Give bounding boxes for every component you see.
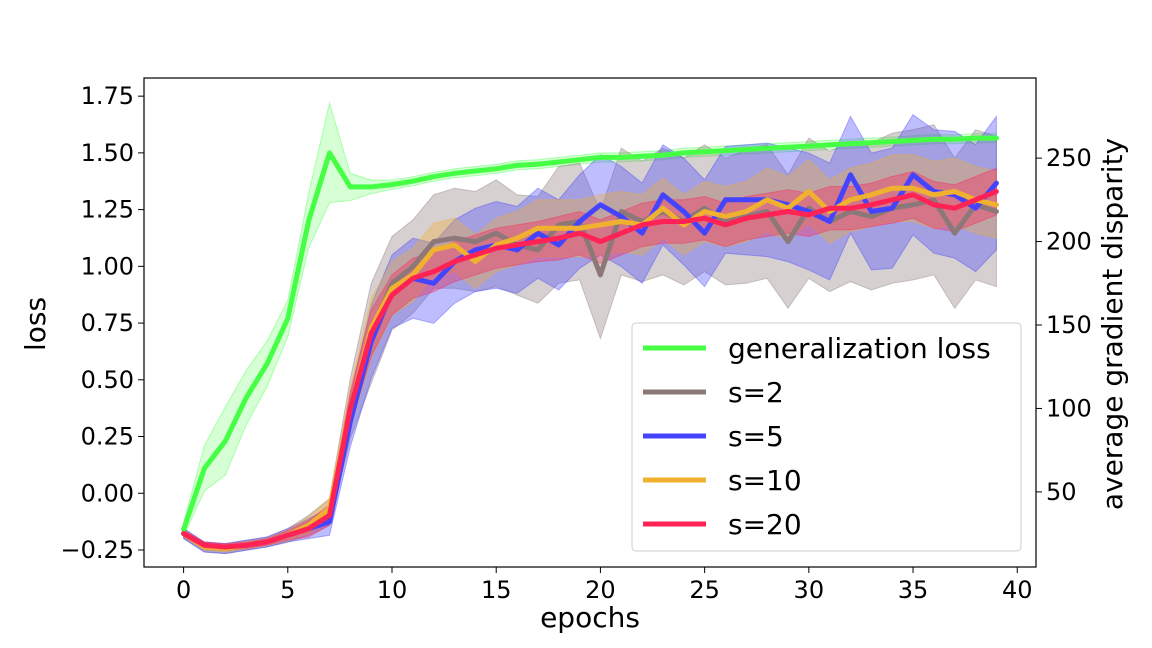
x-tick-label: 15 xyxy=(481,576,512,604)
x-tick-label: 10 xyxy=(377,576,408,604)
x-axis-label: epochs xyxy=(540,601,640,634)
left-y-tick-label: 1.00 xyxy=(81,252,134,280)
left-y-tick-label: 1.75 xyxy=(81,82,134,110)
band-generalization-loss xyxy=(183,101,997,537)
left-y-tick-label: 0.50 xyxy=(81,366,134,394)
right-y-tick-label: 50 xyxy=(1046,478,1077,506)
left-y-tick-label: 1.25 xyxy=(81,196,134,224)
legend-label: s=2 xyxy=(728,376,784,409)
series-lines xyxy=(181,135,999,552)
x-tick-label: 25 xyxy=(689,576,720,604)
plot-frame xyxy=(143,77,1037,568)
right-y-tick-label: 200 xyxy=(1046,228,1092,256)
line-s-10 xyxy=(181,185,999,552)
legend-label: s=20 xyxy=(728,508,802,541)
band-s-5 xyxy=(183,113,997,555)
x-tick-label: 30 xyxy=(794,576,825,604)
legend: generalization loss s=2 s=5 s=10 s=20 xyxy=(631,322,1022,552)
left-y-tick-label: 0.00 xyxy=(81,479,134,507)
left-y-axis-label: loss xyxy=(19,297,52,351)
legend-items: generalization loss s=2 s=5 s=10 s=20 xyxy=(643,332,991,541)
legend-box xyxy=(631,322,1022,552)
x-tick-label: 35 xyxy=(898,576,929,604)
left-y-axis-ticks: −0.25 0.00 0.25 0.50 0.75 1.00 1.25 1.50 1.75 xyxy=(60,82,144,564)
legend-label: s=10 xyxy=(728,464,802,497)
x-axis-ticks: 0 5 10 15 20 25 30 35 40 xyxy=(176,567,1033,604)
left-y-tick-label: 0.25 xyxy=(81,423,134,451)
line-s-5 xyxy=(181,172,999,552)
left-y-tick-label: 0.75 xyxy=(81,309,134,337)
x-tick-label: 20 xyxy=(585,576,616,604)
line-s-20 xyxy=(181,189,999,550)
legend-label: generalization loss xyxy=(728,332,991,365)
line-generalization-loss xyxy=(181,135,999,533)
legend-label: s=5 xyxy=(728,420,784,453)
left-y-tick-label: −0.25 xyxy=(60,536,134,564)
x-tick-label: 0 xyxy=(176,576,191,604)
right-y-tick-label: 250 xyxy=(1046,144,1092,172)
right-y-axis-label: average gradient disparity xyxy=(1096,138,1129,510)
right-y-tick-label: 150 xyxy=(1046,311,1092,339)
x-tick-label: 40 xyxy=(1002,576,1033,604)
x-tick-label: 5 xyxy=(280,576,295,604)
right-y-axis-ticks: 50 100 150 200 250 xyxy=(1036,144,1092,506)
right-y-tick-label: 100 xyxy=(1046,394,1092,422)
left-y-tick-label: 1.50 xyxy=(81,139,134,167)
